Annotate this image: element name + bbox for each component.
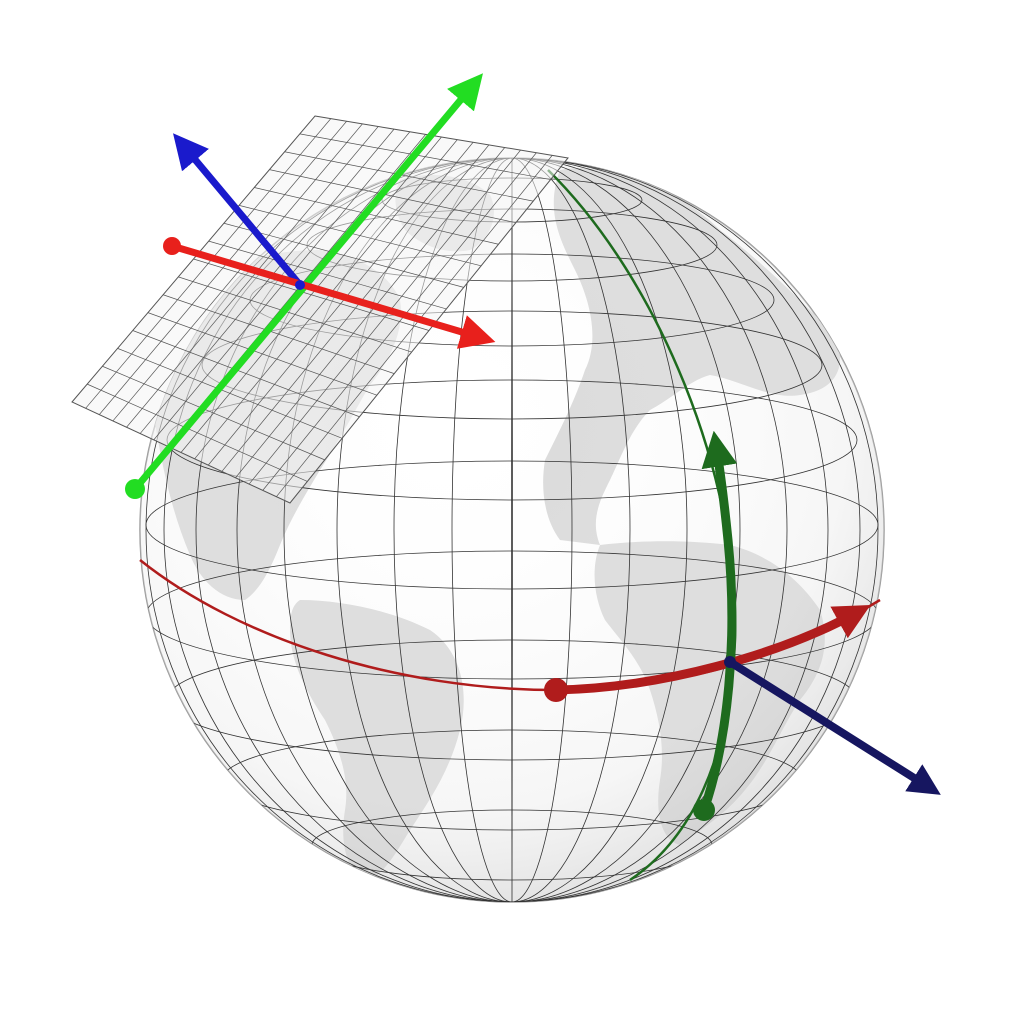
meridian-line [451, 158, 573, 902]
tangent-plane [71, 115, 569, 504]
upper-frame-origin [295, 280, 305, 290]
meridian-line [195, 158, 829, 902]
plane-grid-line [262, 152, 537, 491]
tangent-plane-surface [71, 115, 569, 504]
plane-grid-line [180, 136, 442, 453]
meridian-line [145, 158, 879, 902]
plane-grid-line [248, 149, 521, 485]
meridian-line [283, 158, 741, 902]
x-axis-start-point [163, 237, 181, 255]
plane-grid-line [163, 294, 395, 374]
plane-grid-line [102, 365, 325, 461]
plane-grid-line [117, 348, 343, 439]
meridian-curve-highlight [699, 430, 738, 815]
meridian-line [393, 158, 631, 902]
plane-grid-line [132, 330, 360, 418]
surface-frame-axes [724, 656, 941, 795]
upper-frame-axes [125, 73, 496, 499]
plane-grid-line [178, 276, 412, 353]
plane-grid-line [221, 144, 490, 472]
meridian-line [163, 158, 861, 902]
plane-grid-line [194, 139, 458, 460]
meridian-line [511, 158, 513, 902]
parallel-curve-start-point [544, 678, 568, 702]
plane-grid-line [87, 383, 308, 482]
y-axis-start-point [125, 479, 145, 499]
meridian-curve-start-point [693, 799, 715, 821]
z-axis-blue [173, 133, 304, 289]
plane-grid-line [235, 147, 506, 478]
meridian-line [336, 158, 688, 902]
parallel-curve-highlight [551, 605, 871, 695]
plane-grid-line [276, 155, 553, 497]
surface-curves [139, 169, 881, 882]
plane-grid-line [147, 312, 377, 396]
x-axis-red [168, 242, 496, 349]
surface-normal-axis [726, 658, 941, 795]
plane-grid-line [207, 142, 474, 466]
meridian-line [236, 158, 788, 902]
surface-frame-origin [724, 656, 736, 668]
